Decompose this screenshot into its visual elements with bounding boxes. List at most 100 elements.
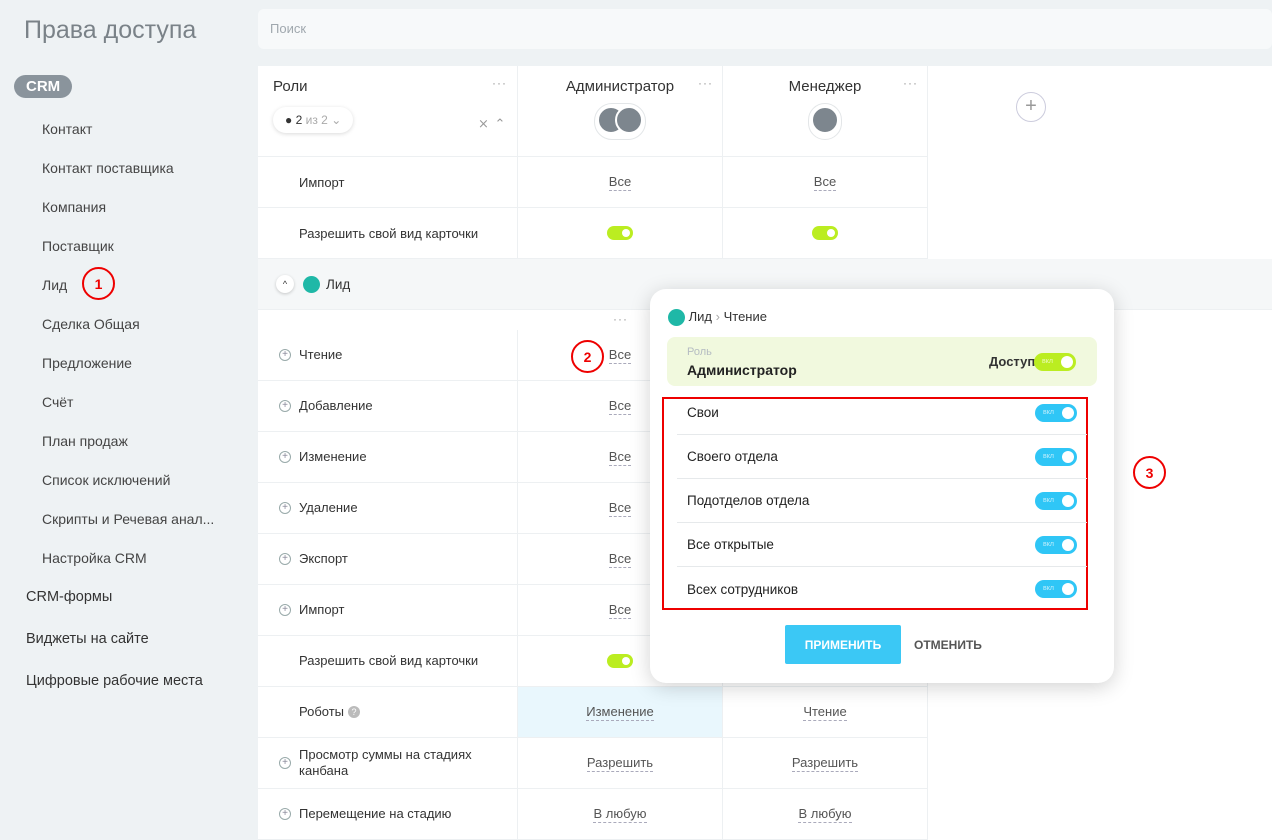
value-cell[interactable]: Изменение (518, 687, 723, 738)
apply-button[interactable]: ПРИМЕНИТЬ (785, 625, 901, 664)
expand-plus-icon[interactable]: + (279, 757, 291, 769)
permission-value[interactable]: Разрешить (791, 754, 859, 772)
option-toggle[interactable]: вкл (1035, 447, 1077, 466)
add-role-button[interactable]: + (1016, 92, 1046, 122)
table-row-label: Импорт (258, 157, 518, 208)
sidebar-item[interactable]: Счёт (42, 394, 74, 410)
sidebar-top-item[interactable]: Виджеты на сайте (26, 631, 149, 647)
roles-filter[interactable]: ● 2 из 2 ⌄ (273, 107, 353, 133)
more-icon[interactable]: ··· (698, 76, 713, 90)
expand-plus-icon[interactable]: + (279, 451, 291, 463)
collapse-expand-icon[interactable]: ⨯ ⌃ (478, 116, 507, 131)
permission-popup: Лид › Чтение Роль Администратор Доступ в… (650, 289, 1114, 683)
value-cell[interactable]: Разрешить (518, 738, 723, 789)
value-cell[interactable]: Разрешить (723, 738, 928, 789)
chevron-up-icon[interactable]: ^ (276, 275, 294, 293)
annotation-1: 1 (82, 267, 115, 300)
cancel-button[interactable]: ОТМЕНИТЬ (914, 638, 982, 652)
table-row: + Чтение (258, 330, 518, 381)
option-toggle[interactable]: вкл (1035, 535, 1077, 554)
value-cell[interactable]: Чтение (723, 687, 928, 738)
row-label: Импорт (299, 602, 345, 617)
manager-avatars[interactable] (808, 103, 842, 140)
sidebar-item[interactable]: Сделка Общая (42, 316, 140, 332)
table-row: + Удаление (258, 483, 518, 534)
row-label: Удаление (299, 500, 358, 515)
role-value: Администратор (687, 362, 797, 378)
toggle[interactable] (812, 226, 838, 240)
toggle[interactable] (607, 226, 633, 240)
permission-value[interactable]: Все (608, 397, 632, 415)
expand-plus-icon[interactable]: + (279, 808, 291, 820)
expand-plus-icon[interactable]: + (279, 502, 291, 514)
permission-value[interactable]: Разрешить (586, 754, 654, 772)
table-row-label: Разрешить свой вид карточки (258, 208, 518, 259)
filter-count: 2 (295, 113, 303, 127)
sidebar-item[interactable]: Скрипты и Речевая анал... (42, 511, 215, 527)
sidebar-item[interactable]: Лид (42, 277, 68, 293)
sidebar-item[interactable]: Список исключений (42, 472, 171, 488)
admin-avatars[interactable] (594, 103, 646, 140)
value-cell[interactable] (518, 208, 723, 259)
sidebar-item[interactable]: Настройка CRM (42, 550, 147, 566)
expand-plus-icon[interactable]: + (279, 604, 291, 616)
more-icon[interactable]: ··· (903, 76, 918, 90)
permission-value[interactable]: Все (608, 499, 632, 517)
permission-value[interactable]: В любую (593, 805, 647, 823)
avatar (615, 106, 643, 134)
value-cell[interactable]: Все (518, 157, 723, 208)
option-toggle[interactable]: вкл (1035, 580, 1077, 598)
scope-option[interactable]: Все открытые вкл (677, 523, 1087, 567)
column-admin: Администратор (565, 78, 675, 95)
permission-value[interactable]: Все (608, 173, 632, 191)
breadcrumb: Лид › Чтение (668, 309, 767, 327)
permission-value[interactable]: Изменение (586, 703, 654, 721)
sidebar-item[interactable]: Предложение (42, 355, 132, 371)
sidebar-section-crm[interactable]: CRM (14, 75, 73, 98)
toggle[interactable] (607, 654, 633, 668)
value-cell[interactable]: В любую (723, 789, 928, 840)
permission-value[interactable]: Все (608, 601, 632, 619)
crumb-action: Чтение (723, 309, 767, 324)
help-icon[interactable]: ? (348, 706, 361, 718)
permission-value[interactable]: В любую (798, 805, 852, 823)
sidebar-top-item[interactable]: CRM-формы (26, 589, 113, 605)
eye-icon: ● (285, 113, 293, 127)
scope-option[interactable]: Свои вкл (677, 391, 1087, 435)
expand-plus-icon[interactable]: + (279, 553, 291, 565)
highlight-box (662, 397, 1088, 610)
permission-value[interactable]: Все (813, 173, 837, 191)
sidebar-item[interactable]: Контакт поставщика (42, 160, 174, 176)
sidebar-item[interactable]: Контакт (42, 121, 93, 137)
sidebar-item[interactable]: План продаж (42, 433, 128, 449)
sidebar-top-item[interactable]: Цифровые рабочие места (26, 673, 203, 689)
scope-option[interactable]: Подотделов отдела вкл (677, 479, 1087, 523)
more-icon[interactable]: ··· (613, 312, 628, 326)
scope-option[interactable]: Всех сотрудников вкл (677, 567, 1087, 611)
sidebar-item[interactable]: Поставщик (42, 238, 114, 254)
more-icon[interactable]: ··· (492, 76, 507, 90)
sidebar-item[interactable]: Компания (42, 199, 107, 215)
access-toggle[interactable]: вкл (1034, 353, 1076, 371)
row-label: Изменение (299, 449, 367, 464)
option-toggle[interactable]: вкл (1035, 491, 1077, 510)
value-cell[interactable]: Все (723, 157, 928, 208)
table-row: + Просмотр суммы на стадиях канбана (258, 738, 518, 789)
permission-value[interactable]: Все (608, 550, 632, 568)
expand-plus-icon[interactable]: + (279, 349, 291, 361)
permission-value[interactable]: Все (608, 448, 632, 466)
search-input[interactable]: Поиск (258, 9, 1272, 49)
access-label: Доступ (989, 354, 1036, 369)
scope-option[interactable]: Своего отдела вкл (677, 435, 1087, 479)
table-row: Разрешить свой вид карточки (258, 636, 518, 687)
permission-value[interactable]: Чтение (803, 703, 847, 721)
permission-value[interactable]: Все (608, 346, 632, 364)
expand-plus-icon[interactable]: + (279, 400, 291, 412)
value-cell[interactable] (723, 208, 928, 259)
lead-icon (303, 275, 320, 293)
option-toggle[interactable]: вкл (1035, 403, 1077, 422)
value-cell[interactable]: В любую (518, 789, 723, 840)
page-title: Права доступа (24, 16, 197, 44)
role-box: Роль Администратор Доступ вкл (667, 337, 1097, 386)
table-row: + Экспорт (258, 534, 518, 585)
